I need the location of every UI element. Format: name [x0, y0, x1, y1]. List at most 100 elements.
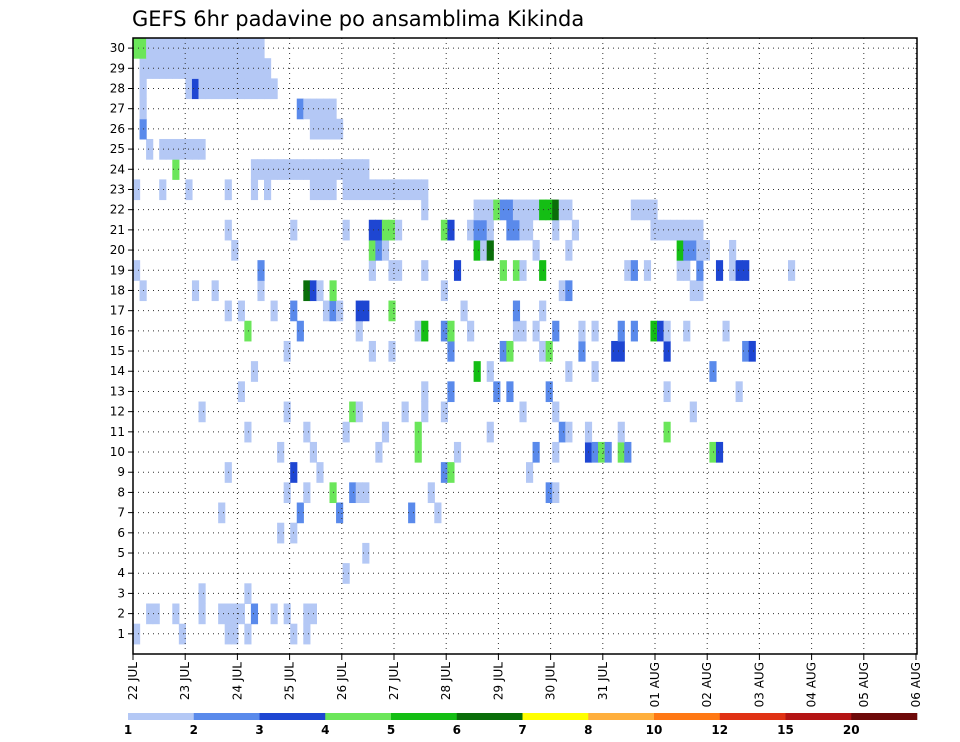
- heatmap-cell: [178, 623, 186, 645]
- heatmap-cell: [663, 340, 671, 362]
- heatmap-cell: [532, 199, 540, 221]
- heatmap-cell: [381, 219, 390, 241]
- heatmap-cell: [453, 441, 462, 463]
- heatmap-cell: [146, 603, 154, 625]
- y-tick-label: 13: [110, 384, 125, 398]
- heatmap-cell: [506, 219, 514, 241]
- heatmap-cell: [159, 58, 167, 79]
- heatmap-cell: [250, 603, 259, 625]
- heatmap-cell: [552, 482, 560, 504]
- heatmap-cell: [453, 260, 462, 281]
- x-tick-label: 01 AUG: [648, 662, 662, 707]
- heatmap-cell: [552, 219, 560, 241]
- colorbar-label: 10: [646, 723, 663, 737]
- heatmap-cell: [421, 260, 429, 281]
- heatmap-cell: [539, 340, 547, 362]
- heatmap-cell: [191, 58, 200, 79]
- heatmap-cell: [663, 381, 671, 403]
- heatmap-cell: [211, 78, 219, 100]
- heatmap-cell: [421, 199, 429, 221]
- heatmap-cell: [545, 199, 553, 221]
- heatmap-cell: [342, 563, 350, 584]
- heatmap-cell: [735, 381, 743, 403]
- y-tick-label: 28: [110, 81, 125, 95]
- heatmap-cell: [362, 159, 370, 180]
- heatmap-cell: [657, 219, 665, 241]
- heatmap-cell: [788, 260, 796, 281]
- heatmap-cell: [283, 159, 291, 180]
- heatmap-cell: [552, 401, 560, 423]
- heatmap-cell: [696, 239, 704, 261]
- heatmap-cell: [336, 502, 344, 524]
- heatmap-cell: [552, 441, 560, 463]
- y-tick-label: 25: [110, 142, 125, 156]
- y-tick-label: 15: [110, 344, 125, 358]
- heatmap-cell: [440, 320, 448, 342]
- heatmap-cell: [349, 159, 357, 180]
- heatmap-cell: [657, 320, 665, 342]
- x-tick-label: 04 AUG: [805, 662, 819, 707]
- heatmap-cell: [702, 239, 710, 261]
- heatmap-cell: [630, 199, 638, 221]
- heatmap-cell: [460, 300, 468, 322]
- heatmap-cell: [388, 300, 396, 322]
- x-tick-label: 26 JUL: [335, 662, 349, 700]
- heatmap-cell: [211, 280, 219, 302]
- heatmap-cell: [388, 179, 396, 201]
- heatmap-cell: [526, 462, 534, 483]
- heatmap-cell: [250, 361, 259, 382]
- heatmap-cell: [558, 421, 566, 443]
- heatmap-cell: [408, 179, 416, 201]
- colorbar-label: 7: [518, 723, 526, 737]
- heatmap-cell: [440, 280, 448, 302]
- x-tick-label: 28 JUL: [439, 662, 453, 700]
- heatmap-cell: [172, 138, 180, 160]
- heatmap-cell: [440, 462, 448, 483]
- colorbar-label: 3: [255, 723, 263, 737]
- y-tick-label: 19: [110, 263, 125, 277]
- heatmap-cell: [683, 239, 691, 261]
- heatmap-cell: [362, 179, 370, 201]
- heatmap-cell: [303, 98, 311, 120]
- heatmap-cell: [270, 159, 278, 180]
- colorbar-swatch: [654, 713, 721, 720]
- heatmap-cell: [237, 58, 245, 79]
- heatmap-cell: [473, 199, 481, 221]
- heatmap-cell: [486, 219, 494, 241]
- colorbar-label: 20: [843, 723, 860, 737]
- heatmap-cell: [532, 239, 540, 261]
- heatmap-cell: [218, 603, 226, 625]
- heatmap-cell: [316, 159, 324, 180]
- heatmap-cell: [421, 401, 429, 423]
- heatmap-cell: [473, 361, 481, 382]
- heatmap-cell: [650, 219, 658, 241]
- y-tick-label: 21: [110, 223, 125, 237]
- heatmap-cell: [526, 199, 534, 221]
- heatmap-cell: [198, 401, 206, 423]
- heatmap-cell: [558, 280, 566, 302]
- heatmap-cell: [198, 603, 206, 625]
- heatmap-cell: [336, 118, 344, 140]
- heatmap-cell: [191, 38, 200, 59]
- x-tick-label: 23 JUL: [178, 662, 192, 700]
- heatmap-cell: [237, 300, 245, 322]
- heatmap-cell: [381, 239, 390, 261]
- heatmap-cell: [526, 219, 534, 241]
- heatmap-cell: [133, 38, 141, 59]
- heatmap-cell: [342, 421, 350, 443]
- colorbar-swatch: [719, 713, 786, 720]
- y-tick-label: 16: [110, 324, 125, 338]
- heatmap-cell: [303, 421, 311, 443]
- heatmap-cell: [729, 260, 737, 281]
- heatmap-cell: [250, 38, 259, 59]
- heatmap-cell: [349, 179, 357, 201]
- heatmap-cell: [355, 482, 363, 504]
- heatmap-cell: [467, 320, 475, 342]
- heatmap-cell: [244, 320, 252, 342]
- heatmap-cell: [676, 239, 684, 261]
- heatmap-cell: [159, 138, 167, 160]
- heatmap-cell: [434, 502, 442, 524]
- heatmap-cell: [355, 401, 363, 423]
- heatmap-cell: [676, 260, 684, 281]
- heatmap-cell: [237, 78, 245, 100]
